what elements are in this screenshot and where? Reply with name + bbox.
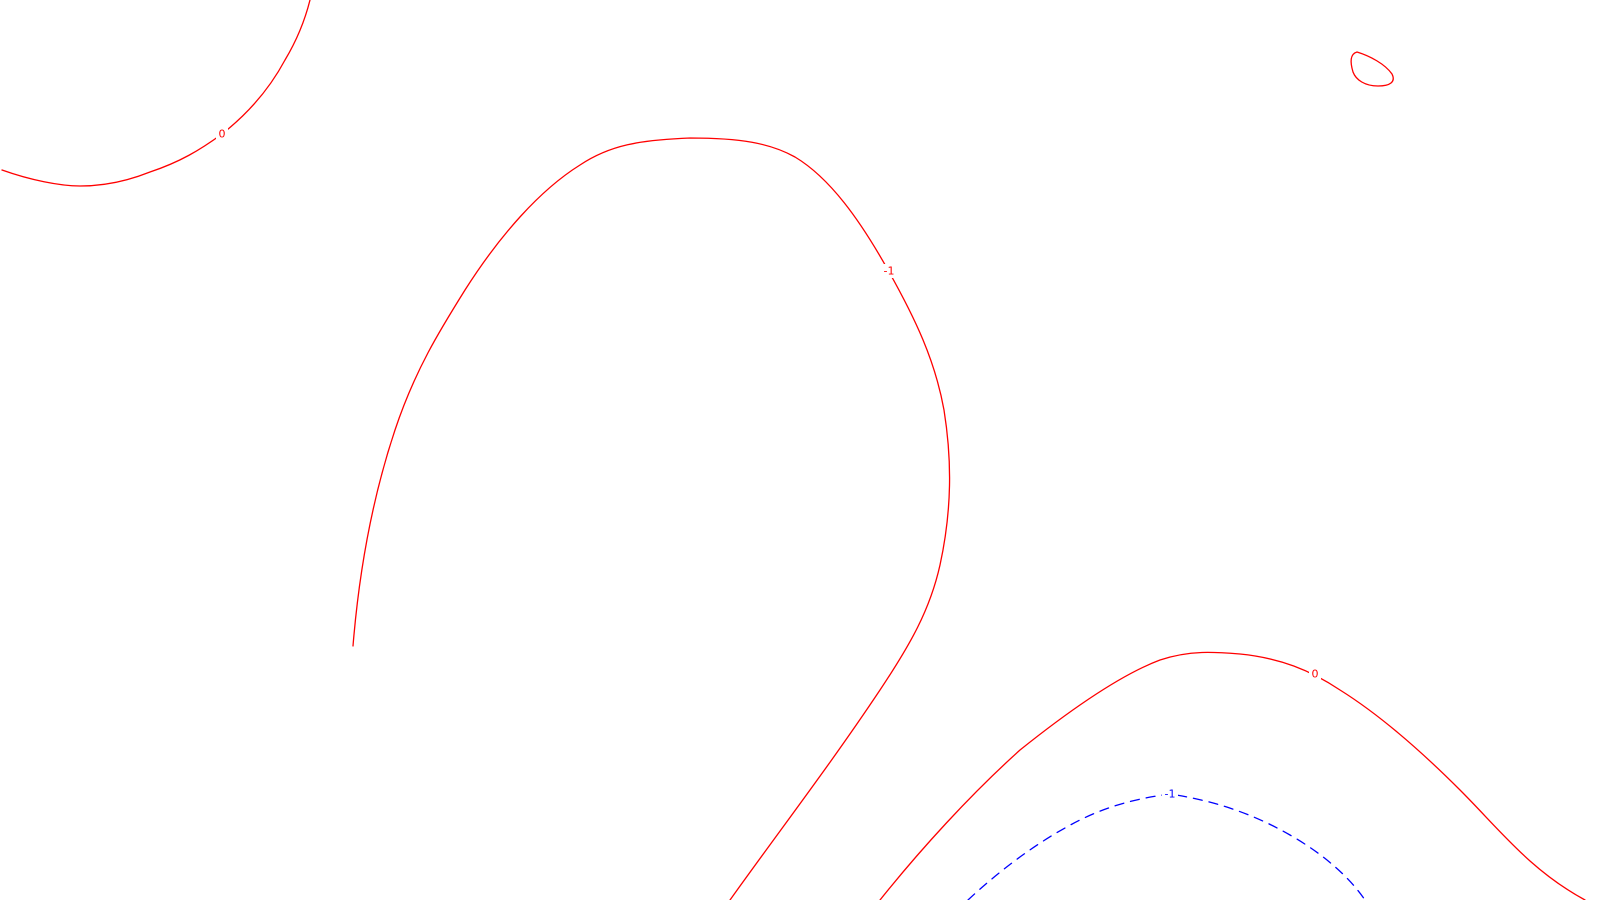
- contour-closed-top-right: [1350, 51, 1394, 87]
- contour-line-0-top-left: [1, 0, 311, 187]
- contour-label-1-center: -1: [884, 265, 895, 278]
- contour-0-bottom-right: 0: [879, 651, 1586, 900]
- contour-line-neg1-bottom: [967, 793, 1366, 900]
- contour-label-0-bottom-right: 0: [1312, 668, 1319, 681]
- contour-label-neg1-bottom: -1: [1165, 788, 1176, 801]
- label-halo: [1162, 787, 1178, 801]
- contour-line-0-bottom-right: [879, 651, 1586, 900]
- label-halo: [881, 264, 897, 278]
- contour-neg1-bottom: -1: [967, 787, 1366, 900]
- contour-line-closed-top-right: [1350, 51, 1394, 87]
- contour-0-top-left: 0: [1, 0, 311, 187]
- contour-1-center: -1: [352, 137, 951, 900]
- contour-label-0-top-left: 0: [219, 128, 226, 141]
- label-halo: [1309, 667, 1321, 681]
- label-halo: [216, 127, 228, 141]
- contour-line-1-center: [352, 137, 951, 900]
